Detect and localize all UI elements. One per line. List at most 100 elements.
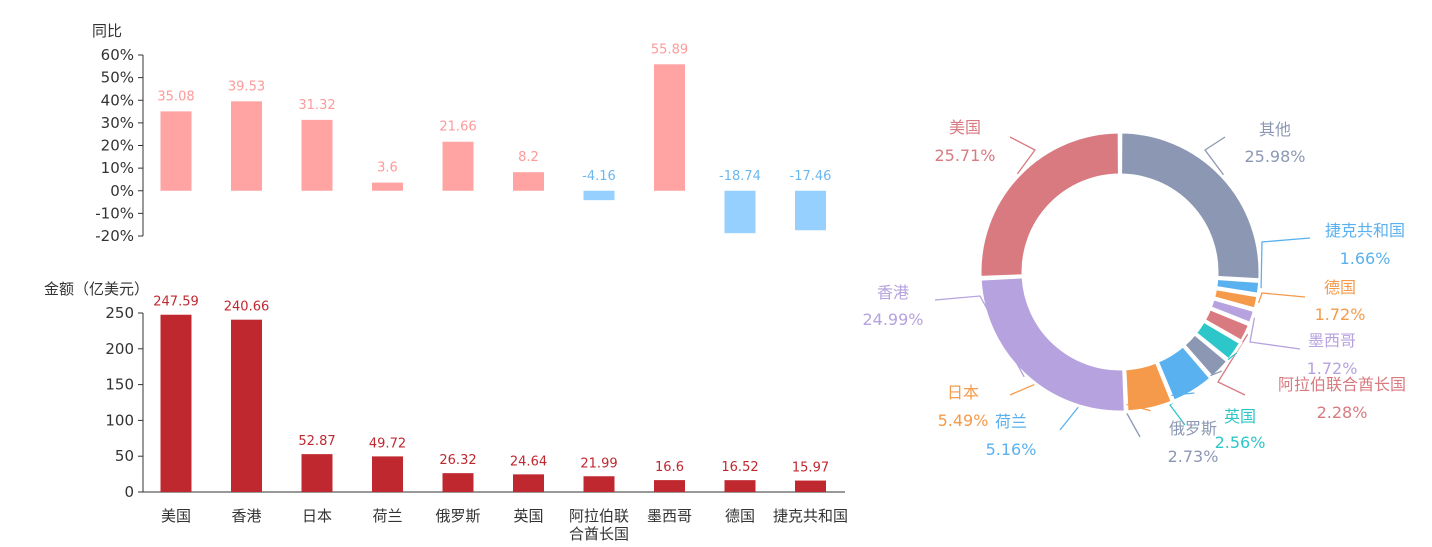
donut-slice-name: 捷克共和国 [1325,221,1405,240]
amount-bar[interactable] [160,314,192,492]
yoy-y-tick-label: 20% [101,137,134,155]
category-label: 德国 [725,507,755,525]
amount-data-label: 52.87 [298,434,335,449]
yoy-data-label: 3.6 [377,161,398,176]
category-label: 墨西哥 [647,507,692,525]
amount-chart: 金额（亿美元） 250 200 150 100 50 0 247.59 美国 240.66 香港 52… [44,280,848,543]
donut-slice-percent: 2.73% [1168,447,1219,466]
category-label: 英国 [513,507,543,525]
yoy-bar[interactable] [583,190,615,201]
donut-label-line [1169,352,1238,426]
donut-label-line [1009,381,1151,412]
donut-label-line [1009,136,1036,175]
donut-slice-name: 美国 [949,118,981,137]
amount-bar[interactable] [583,476,615,492]
donut-slice-percent: 2.28% [1317,403,1368,422]
yoy-y-tick-label: 10% [101,159,134,177]
yoy-bar[interactable] [795,190,826,231]
amount-data-label: 16.6 [655,460,684,475]
category-label: 美国 [161,507,191,525]
donut-slice[interactable] [1181,331,1230,380]
category-label: 俄罗斯 [435,507,480,525]
yoy-bar[interactable] [301,119,333,191]
amount-bar[interactable] [513,474,544,492]
donut-label-line [1217,333,1249,396]
amount-y-tick-label: 50 [115,447,134,465]
category-label: 日本 [302,507,332,525]
donut-slice[interactable] [1155,343,1214,404]
donut-slice[interactable] [1211,286,1260,311]
yoy-axis-title: 同比 [92,22,122,40]
donut-slice[interactable] [1193,319,1243,363]
donut-slice[interactable] [978,275,1127,414]
amount-data-label: 24.64 [510,454,547,469]
amount-bar[interactable] [442,473,474,492]
yoy-bar[interactable] [442,141,474,191]
donut-slice[interactable] [1119,130,1262,282]
category-label: 阿拉伯联 [569,507,629,525]
yoy-data-label: 35.08 [157,89,194,104]
donut-label-line [1249,317,1301,350]
yoy-y-tick-label: 0% [110,182,134,200]
amount-data-label: 49.72 [369,436,406,451]
donut-slice-percent: 25.71% [934,146,995,165]
bar-charts: 同比 60% 50% 40% 30% 20% 10% 0% -10% -20% 35.08 39.53… [44,22,848,543]
donut-slice-name: 日本 [947,383,979,402]
yoy-y-tick-label: 30% [101,114,134,132]
donut-slice-name: 其他 [1259,120,1291,139]
amount-data-label: 26.32 [439,453,476,468]
donut-label-line [1257,292,1306,304]
donut-slice[interactable] [1208,296,1257,326]
donut-slice[interactable] [1123,360,1175,414]
yoy-bar[interactable] [654,64,685,191]
category-label: 香港 [231,507,261,525]
yoy-y-tick-label: -10% [95,204,134,222]
donut-slice-percent: 1.72% [1307,359,1358,378]
amount-bar[interactable] [724,480,756,492]
amount-bar[interactable] [231,319,262,492]
yoy-bar[interactable] [231,101,262,191]
donut-slice-name: 英国 [1224,407,1256,426]
donut-slice[interactable] [1214,276,1262,297]
donut-label-line [1059,392,1195,431]
yoy-bar[interactable] [513,172,544,191]
donut-slice-percent: 5.49% [938,411,989,430]
amount-data-label: 21.99 [580,456,617,471]
amount-y-tick-label: 0 [124,483,134,501]
donut-slice-name: 德国 [1324,278,1356,297]
yoy-data-label: -17.46 [790,169,832,184]
yoy-y-tick-label: -20% [95,227,134,245]
category-label: 荷兰 [372,507,402,525]
donut-slice-percent: 25.98% [1244,147,1305,166]
yoy-y-tick-label: 40% [101,91,134,109]
yoy-y-tick-label: 50% [101,69,134,87]
yoy-bar[interactable] [724,190,756,234]
donut-slice-percent: 5.16% [986,440,1037,459]
amount-bar[interactable] [795,480,826,492]
amount-bar[interactable] [654,480,685,492]
yoy-bar[interactable] [372,182,403,191]
yoy-y-tick-label: 60% [101,46,134,64]
amount-y-tick-label: 150 [105,376,134,394]
donut-label-line [1260,237,1311,289]
yoy-data-label: 8.2 [518,150,539,165]
donut-slice-percent: 2.56% [1215,433,1266,452]
yoy-data-label: 55.89 [651,42,688,57]
amount-bar[interactable] [301,454,333,492]
yoy-chart: 同比 60% 50% 40% 30% 20% 10% 0% -10% -20% 35.08 39.53… [92,22,831,245]
yoy-bar[interactable] [160,111,192,191]
donut-slice[interactable] [978,130,1121,279]
amount-data-label: 16.52 [721,460,758,475]
amount-data-label: 247.59 [153,295,199,310]
amount-y-tick-label: 100 [105,411,134,429]
donut-slice-name: 墨西哥 [1308,331,1356,350]
donut-slice-percent: 1.72% [1315,305,1366,324]
yoy-data-label: -18.74 [719,169,761,184]
donut-slice-name: 荷兰 [995,412,1027,431]
amount-bar[interactable] [372,456,403,492]
donut-slice-percent: 1.66% [1340,249,1391,268]
donut-slice[interactable] [1202,306,1252,344]
donut-group: 其他25.98%捷克共和国1.66%德国1.72%墨西哥1.72%阿拉伯联合酋长… [862,118,1406,466]
donut-label-line [934,295,1025,378]
